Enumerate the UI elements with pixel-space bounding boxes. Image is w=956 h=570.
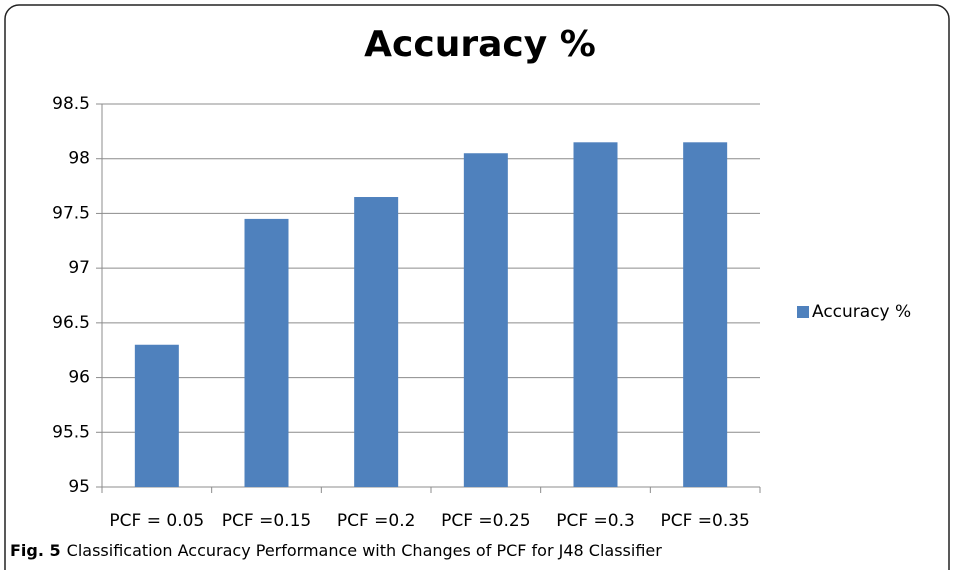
chart-title: Accuracy %	[364, 24, 596, 65]
x-tick-label: PCF =0.35	[660, 511, 749, 531]
legend-swatch	[797, 306, 809, 318]
y-tick-label: 98.5	[52, 94, 90, 114]
bar	[683, 142, 728, 488]
bar	[244, 218, 289, 487]
y-tick-label: 95	[68, 477, 90, 497]
caption-label: Fig. 5	[10, 541, 61, 560]
bar	[573, 142, 618, 488]
x-tick-label: PCF =0.15	[222, 511, 311, 531]
y-tick-label: 97.5	[52, 203, 90, 223]
caption-text: Classification Accuracy Performance with…	[67, 541, 663, 560]
legend-label: Accuracy %	[812, 302, 911, 322]
x-tick-label: PCF =0.3	[556, 511, 635, 531]
x-tick-label: PCF =0.2	[337, 511, 416, 531]
y-tick-label: 96.5	[52, 313, 90, 333]
bar	[134, 344, 179, 487]
y-tick-label: 97	[68, 258, 90, 278]
bar	[463, 153, 508, 487]
x-tick-label: PCF =0.25	[441, 511, 530, 531]
y-tick-label: 95.5	[52, 422, 90, 442]
y-tick-label: 98	[68, 149, 90, 169]
bar	[354, 197, 399, 487]
caption: Fig. 5 Classification Accuracy Performanc…	[10, 541, 662, 560]
x-tick-label: PCF = 0.05	[109, 511, 204, 531]
chart-border	[4, 4, 950, 570]
y-tick-label: 96	[68, 368, 90, 388]
